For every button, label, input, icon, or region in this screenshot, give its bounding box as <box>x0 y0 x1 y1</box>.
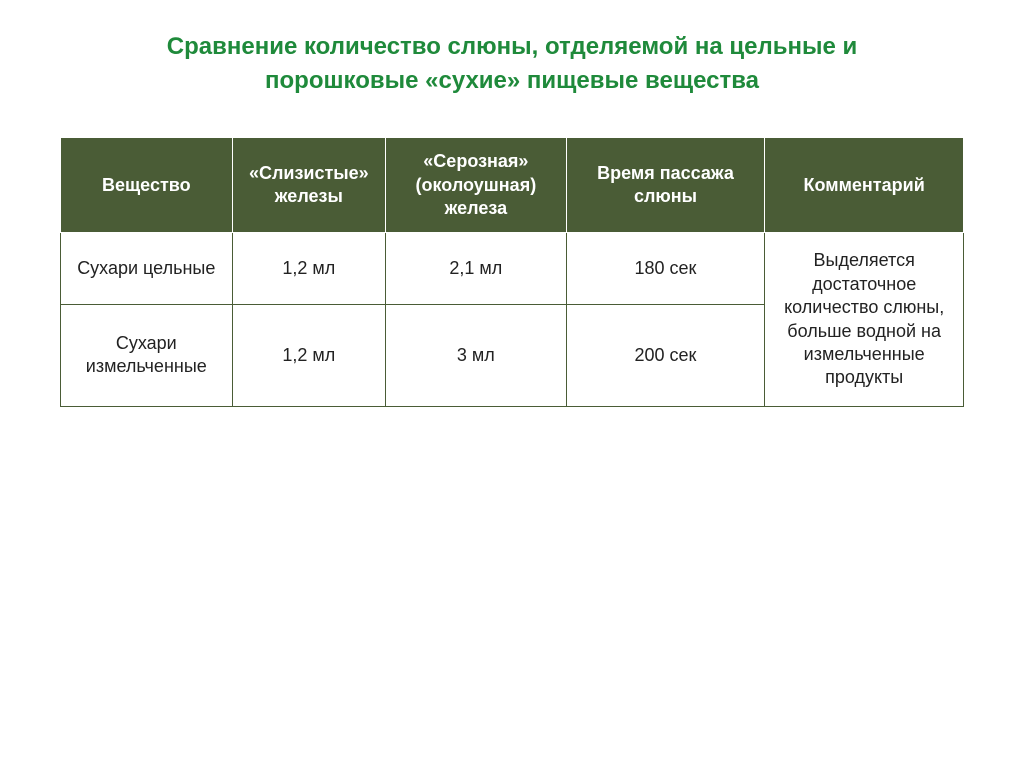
header-mucous: «Слизистые» железы <box>232 138 386 233</box>
cell-serous: 3 мл <box>386 305 567 407</box>
header-serous: «Серозная» (околоушная) железа <box>386 138 567 233</box>
header-substance: Вещество <box>61 138 233 233</box>
cell-serous: 2,1 мл <box>386 233 567 305</box>
title-line-2: порошковые «сухие» пищевые вещества <box>265 67 759 94</box>
cell-time: 200 сек <box>566 305 765 407</box>
cell-substance: Сухари цельные <box>61 233 233 305</box>
table-row: Сухари цельные 1,2 мл 2,1 мл 180 сек Выд… <box>61 233 964 305</box>
cell-substance: Сухари измельченные <box>61 305 233 407</box>
cell-time: 180 сек <box>566 233 765 305</box>
slide-container: Сравнение количество слюны, отделяемой н… <box>0 0 1024 767</box>
cell-comment: Выделяется достаточное количество слюны,… <box>765 233 964 406</box>
cell-mucous: 1,2 мл <box>232 305 386 407</box>
header-time: Время пассажа слюны <box>566 138 765 233</box>
slide-title: Сравнение количество слюны, отделяемой н… <box>60 30 964 97</box>
table-header-row: Вещество «Слизистые» железы «Серозная» (… <box>61 138 964 233</box>
title-line-1: Сравнение количество слюны, отделяемой н… <box>167 33 857 60</box>
cell-mucous: 1,2 мл <box>232 233 386 305</box>
comparison-table: Вещество «Слизистые» железы «Серозная» (… <box>60 137 964 407</box>
header-comment: Комментарий <box>765 138 964 233</box>
